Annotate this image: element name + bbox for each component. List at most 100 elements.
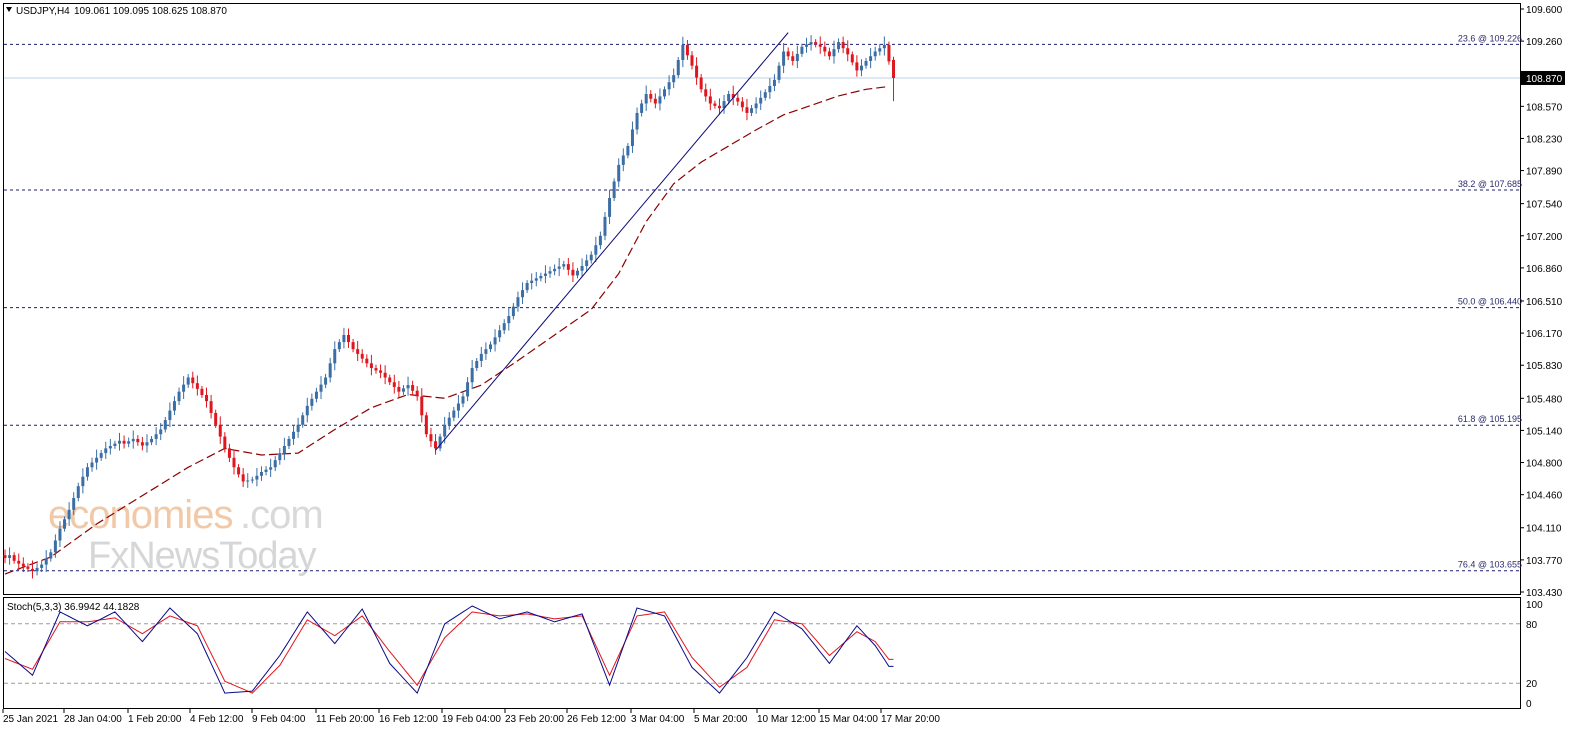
candle-body	[576, 270, 579, 276]
candle-body	[95, 457, 99, 463]
candle-body	[708, 96, 712, 104]
price-tick-label: 107.540	[1526, 200, 1563, 211]
candle-body	[498, 330, 502, 338]
candle-body	[420, 396, 424, 416]
candle-body	[461, 396, 465, 404]
candle-body	[227, 448, 231, 458]
candle-body	[553, 268, 557, 272]
candle-body	[250, 479, 254, 481]
candle-body	[516, 297, 520, 307]
candle-body	[782, 51, 786, 66]
time-tick-label: 25 Jan 2021	[3, 714, 58, 725]
price-tick-label: 105.480	[1526, 394, 1563, 405]
candle-body	[521, 290, 525, 298]
candle-body	[21, 563, 25, 567]
candle-body	[159, 429, 163, 435]
candle-body	[255, 475, 259, 480]
price-tick-label: 104.800	[1526, 459, 1563, 470]
candle-body	[314, 391, 318, 399]
candle-body	[8, 555, 12, 558]
candle-body	[182, 384, 186, 392]
candle-body	[351, 342, 355, 350]
candle-body	[26, 566, 30, 569]
candle-body	[594, 245, 598, 255]
symbol-label: USDJPY,H4	[16, 6, 70, 17]
candle-body	[127, 441, 131, 444]
candle-body	[58, 528, 62, 541]
candle-body	[539, 275, 543, 279]
candle-body	[150, 438, 154, 443]
fib-label: 23.6 @ 109.226	[1458, 33, 1522, 43]
candle-body	[177, 391, 181, 402]
candle-body	[214, 412, 218, 425]
candle-body	[667, 82, 671, 90]
candle-body	[53, 540, 57, 553]
candle-body	[768, 86, 772, 93]
candle-body	[672, 75, 676, 83]
candle-body	[72, 497, 76, 510]
candle-body	[282, 446, 286, 454]
main-chart-frame	[3, 3, 1521, 595]
current-price-label: 108.870	[1526, 74, 1563, 85]
current-price-badge	[1521, 70, 1565, 85]
watermark-fxnewstoday: FxNewsToday	[88, 535, 317, 577]
candle-body	[118, 440, 121, 444]
candle-body	[319, 384, 323, 392]
trendline-layer[interactable]	[435, 32, 789, 451]
candle-body	[163, 420, 167, 430]
candle-body	[589, 254, 593, 261]
candle-body	[292, 431, 296, 439]
candles	[3, 35, 896, 579]
candle-body	[690, 55, 694, 66]
price-tick-label: 103.430	[1526, 588, 1563, 599]
candle-body	[136, 438, 140, 443]
candle-body	[864, 60, 868, 66]
stoch-main-line	[4, 605, 894, 695]
price-tick-label: 106.170	[1526, 329, 1563, 340]
stoch-signal-line	[4, 611, 894, 694]
stoch-axis: 100 80 20 0	[1526, 600, 1543, 710]
candle-body	[3, 555, 7, 558]
symbol-dropdown-icon[interactable]	[6, 7, 12, 12]
candle-body	[543, 273, 547, 276]
candle-body	[763, 92, 767, 98]
candle-body	[814, 42, 818, 45]
candle-body	[145, 442, 149, 446]
candle-body	[644, 94, 648, 104]
candle-body	[324, 377, 328, 385]
watermark-economies: economies	[48, 493, 232, 537]
price-axis: 109.600 109.260 108.570 108.230 107.890 107.5…	[1520, 5, 1565, 599]
candle-body	[401, 388, 405, 392]
time-tick-label: 10 Mar 12:00	[757, 714, 816, 725]
candle-body	[365, 358, 369, 364]
candle-body	[305, 405, 309, 416]
candle-body	[626, 146, 630, 156]
candle-body	[99, 453, 103, 458]
candle-body	[342, 334, 346, 343]
candle-body	[869, 56, 873, 61]
candle-body	[777, 65, 781, 80]
candle-body	[76, 486, 80, 498]
time-tick-label: 17 Mar 20:00	[881, 714, 940, 725]
candle-body	[878, 48, 882, 52]
candle-body	[630, 129, 634, 147]
candle-body	[337, 342, 341, 350]
candle-body	[598, 235, 602, 246]
candle-body	[621, 155, 625, 165]
candle-body	[841, 42, 845, 49]
candle-body	[310, 398, 314, 406]
candle-body	[713, 103, 717, 106]
candle-body	[685, 44, 689, 56]
candle-body	[557, 266, 561, 269]
stoch-header: Stoch(5,3,3) 36.9942 44.1828	[7, 602, 140, 613]
candle-body	[287, 438, 291, 447]
candle-body	[511, 306, 515, 317]
candle-body	[837, 42, 841, 50]
candle-body	[695, 65, 699, 78]
stoch-tick-label: 0	[1526, 699, 1532, 710]
candle-body	[786, 51, 790, 57]
candle-body	[562, 264, 566, 267]
candle-body	[278, 453, 282, 461]
candle-body	[429, 434, 433, 442]
